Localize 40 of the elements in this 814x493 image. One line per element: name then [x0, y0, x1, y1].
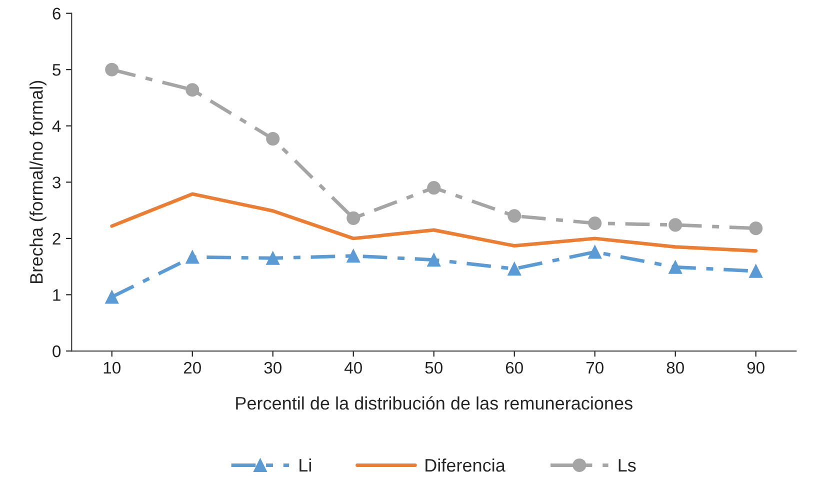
y-tick-label: 5: [52, 64, 61, 76]
x-tick-label: 70: [586, 362, 604, 374]
point: [668, 218, 682, 232]
y-tick-label: 6: [52, 8, 60, 20]
point: [186, 250, 200, 264]
legend-label: Diferencia: [426, 458, 506, 472]
line-series: [110, 192, 758, 253]
point: [427, 253, 441, 267]
point: [346, 249, 360, 263]
y-tick-label: 3: [52, 176, 60, 188]
x-tick-label: 30: [264, 362, 282, 374]
point: [266, 251, 280, 265]
x-tick-label: 40: [344, 362, 362, 374]
y-axis-title: Brecha (formal/no formal): [30, 80, 46, 284]
point: [749, 222, 763, 236]
point: [668, 260, 682, 274]
x-tick-label: 60: [506, 362, 523, 374]
x-axis-title: Percentil de la distribución de las remuneraciones: [236, 396, 632, 410]
x-tick-label: 90: [747, 362, 764, 374]
legend-label: Ls: [618, 459, 636, 472]
x-tick-label: 50: [425, 362, 442, 374]
point: [105, 290, 119, 304]
x-tick-label: 20: [184, 362, 201, 374]
point: [588, 245, 602, 259]
point: [346, 211, 360, 225]
y-tick-label: 0: [52, 345, 61, 358]
legend-label: Li: [300, 458, 311, 472]
point: [588, 216, 602, 230]
point: [186, 83, 200, 97]
point: [749, 264, 763, 278]
y-tick-label: 2: [52, 232, 60, 244]
y-tick-label: 1: [53, 289, 60, 301]
x-tick-label: 10: [104, 362, 120, 374]
y-tick-label: 4: [52, 120, 61, 132]
point: [427, 181, 441, 195]
point: [105, 62, 119, 76]
point: [508, 209, 522, 223]
x-tick-label: 80: [666, 362, 684, 374]
point: [266, 132, 280, 146]
point: [508, 262, 522, 276]
